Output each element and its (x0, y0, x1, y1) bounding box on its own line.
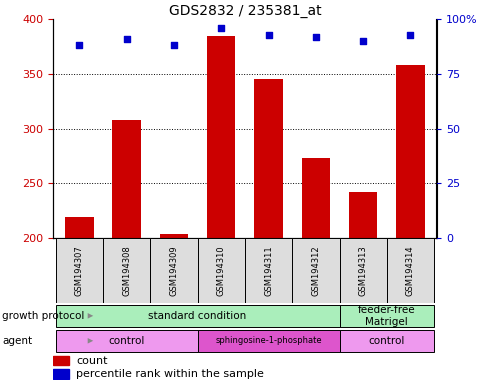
Bar (395, 65, 424, 384)
Bar (56, 329, 197, 352)
Text: count: count (76, 356, 107, 366)
Bar (56, 238, 103, 303)
Text: GSM194313: GSM194313 (358, 245, 367, 296)
Bar (207, 36, 235, 384)
Text: GSM194308: GSM194308 (122, 245, 131, 296)
Text: GSM194307: GSM194307 (75, 245, 84, 296)
Text: GSM194309: GSM194309 (169, 245, 178, 296)
Text: agent: agent (2, 336, 32, 346)
Bar (244, 238, 292, 303)
Point (122, 36, 130, 42)
Text: growth protocol: growth protocol (2, 311, 85, 321)
Point (217, 25, 225, 31)
Text: sphingosine-1-phosphate: sphingosine-1-phosphate (215, 336, 321, 345)
Text: GSM194314: GSM194314 (405, 245, 414, 296)
Text: standard condition: standard condition (148, 311, 246, 321)
Text: percentile rank within the sample: percentile rank within the sample (76, 369, 264, 379)
Title: GDS2832 / 235381_at: GDS2832 / 235381_at (168, 4, 320, 18)
Bar (197, 238, 244, 303)
Point (264, 31, 272, 38)
Text: control: control (108, 336, 145, 346)
Bar (339, 329, 433, 352)
Point (76, 42, 83, 48)
Bar (53, 369, 69, 379)
Bar (339, 305, 433, 327)
Bar (386, 238, 433, 303)
Bar (197, 329, 339, 352)
Text: GSM194312: GSM194312 (311, 245, 320, 296)
Point (311, 34, 319, 40)
Text: feeder-free
Matrigel: feeder-free Matrigel (357, 305, 415, 327)
Bar (301, 158, 330, 384)
Text: control: control (368, 336, 404, 346)
Bar (56, 305, 339, 327)
Point (359, 38, 366, 44)
Bar (103, 238, 150, 303)
Bar (348, 192, 377, 384)
Bar (254, 79, 282, 384)
Point (406, 31, 413, 38)
Bar (112, 120, 140, 384)
Bar (292, 238, 339, 303)
Bar (159, 234, 188, 384)
Text: GSM194311: GSM194311 (263, 245, 272, 296)
Bar (150, 238, 197, 303)
Bar (53, 356, 69, 366)
Bar (339, 238, 386, 303)
Text: GSM194310: GSM194310 (216, 245, 226, 296)
Bar (65, 217, 93, 384)
Point (170, 42, 178, 48)
